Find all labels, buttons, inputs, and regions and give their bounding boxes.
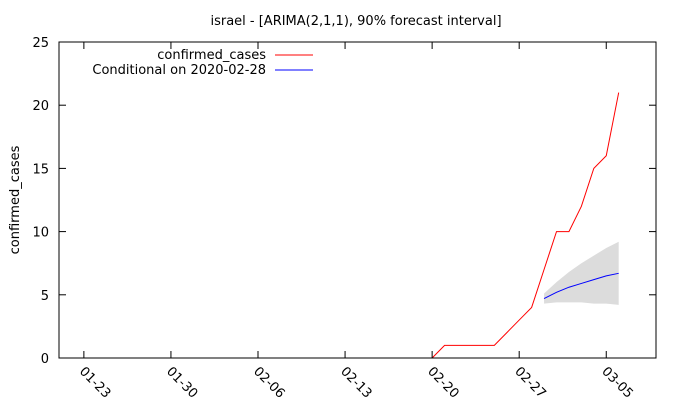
y-tick-label: 0 [41, 352, 49, 367]
y-tick-label: 25 [32, 36, 49, 51]
x-tick-label: 01-30 [163, 364, 200, 400]
forecast-interval-band [544, 241, 619, 305]
x-tick-label: 02-13 [337, 364, 374, 400]
x-tick-label: 03-05 [598, 364, 635, 400]
y-tick-label: 20 [32, 99, 49, 114]
x-tick-label: 02-06 [250, 364, 287, 400]
y-axis: 0 5 10 15 20 25 [32, 36, 656, 367]
legend-label-confirmed-cases: confirmed_cases [157, 48, 266, 63]
plot-frame [58, 41, 657, 359]
x-axis: 01-23 01-30 02-06 02-13 02-20 02-27 03-05 [76, 42, 636, 400]
x-tick-label: 02-20 [424, 364, 461, 400]
legend: confirmed_cases Conditional on 2020-02-2… [92, 48, 313, 78]
y-tick-label: 15 [32, 162, 49, 177]
x-tick-label: 01-23 [76, 364, 113, 400]
chart-title: israel - [ARIMA(2,1,1), 90% forecast int… [210, 14, 501, 29]
x-tick-label: 02-27 [511, 364, 548, 400]
series-line-forecast [543, 272, 619, 300]
y-axis-label: confirmed_cases [8, 145, 23, 254]
legend-label-forecast: Conditional on 2020-02-28 [92, 63, 266, 78]
series-line-confirmed-cases [431, 92, 620, 359]
y-tick-label: 10 [32, 226, 49, 241]
series-lines-layer [431, 92, 620, 359]
y-tick-label: 5 [41, 289, 49, 304]
forecast-interval-layer [544, 241, 619, 305]
